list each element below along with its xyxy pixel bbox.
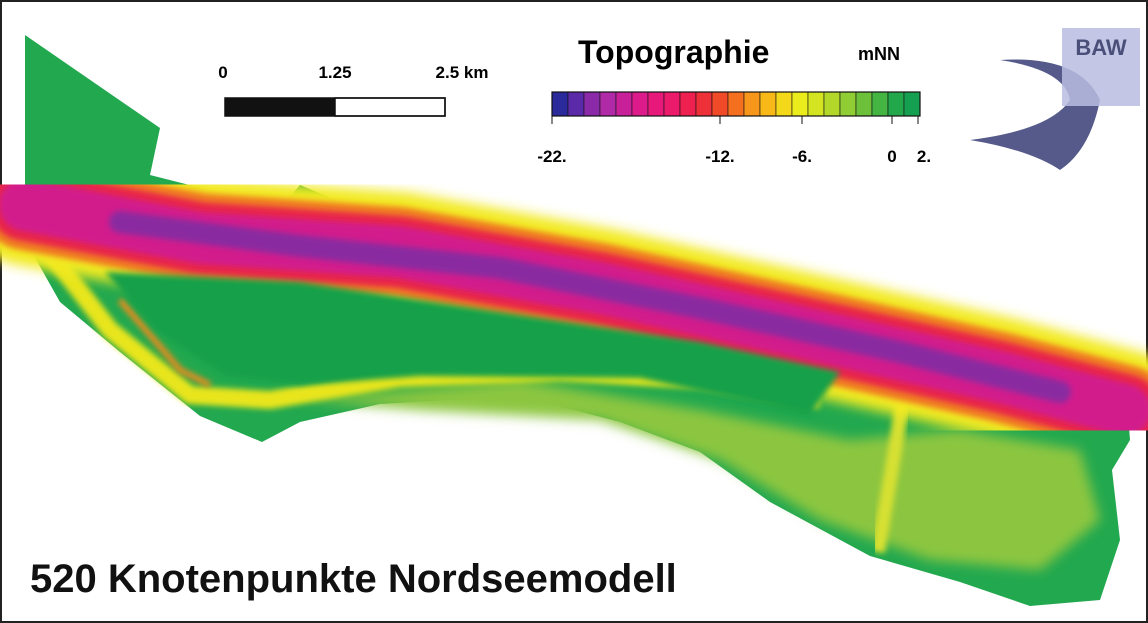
legend-unit: mNN: [858, 44, 900, 64]
color-swatch: [680, 92, 696, 116]
color-swatch: [840, 92, 856, 116]
color-swatch: [696, 92, 712, 116]
color-swatch: [824, 92, 840, 116]
legend-tick-label: -22.: [537, 147, 566, 166]
color-swatch: [584, 92, 600, 116]
color-swatch: [808, 92, 824, 116]
color-swatch: [632, 92, 648, 116]
logo-text: BAW: [1075, 35, 1127, 60]
color-swatch: [552, 92, 568, 116]
color-swatch: [744, 92, 760, 116]
scale-label: 1.25: [318, 63, 351, 82]
scale-label: 2.5 km: [436, 63, 489, 82]
color-swatch: [888, 92, 904, 116]
color-swatch: [616, 92, 632, 116]
legend-tick-label: -12.: [705, 147, 734, 166]
legend-title: Topographie: [578, 34, 769, 70]
caption: 520 Knotenpunkte Nordseemodell: [30, 557, 677, 601]
color-swatch: [776, 92, 792, 116]
color-swatch: [600, 92, 616, 116]
color-swatch: [760, 92, 776, 116]
color-swatch: [792, 92, 808, 116]
map-figure: 0 1.25 2.5 km Topographie mNN -22. -12. -6…: [0, 0, 1148, 623]
legend-tick-label: 0: [887, 147, 896, 166]
legend-tick-label: -6.: [792, 147, 812, 166]
color-swatch: [728, 92, 744, 116]
color-swatch: [648, 92, 664, 116]
color-swatch: [568, 92, 584, 116]
color-swatch: [712, 92, 728, 116]
scale-segment-light: [335, 98, 445, 116]
color-swatch: [904, 92, 920, 116]
scale-segment-dark: [225, 98, 335, 116]
scale-label: 0: [218, 63, 227, 82]
legend-tick-label: 2.: [917, 147, 931, 166]
color-swatch: [664, 92, 680, 116]
color-swatch: [856, 92, 872, 116]
color-swatch: [872, 92, 888, 116]
